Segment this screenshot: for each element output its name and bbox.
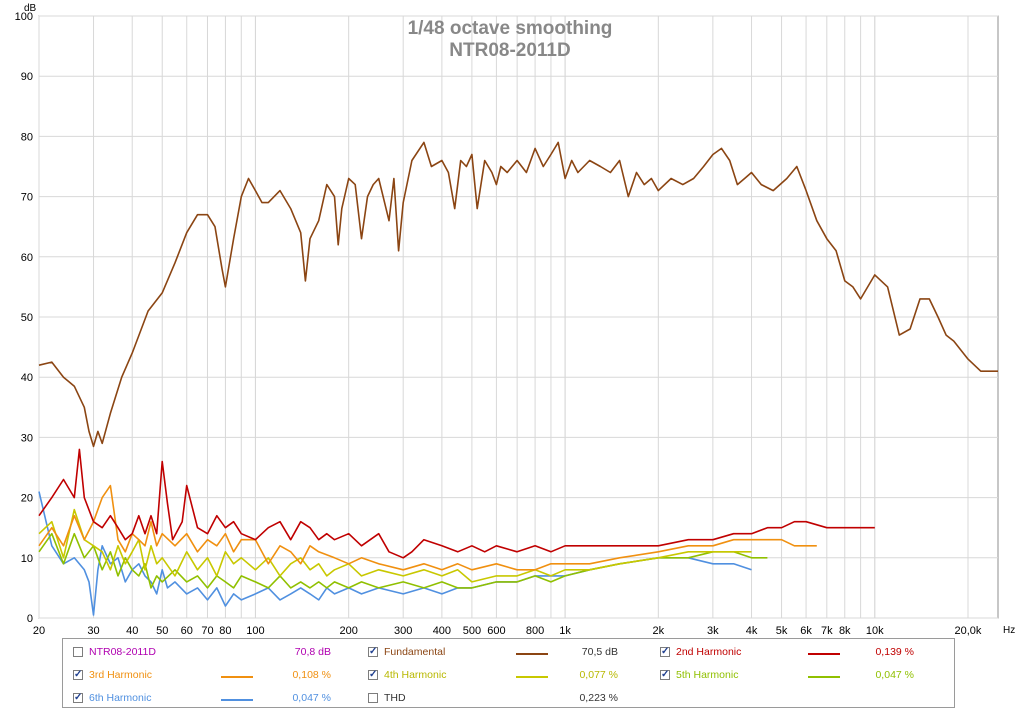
legend-label: 6th Harmonic: [89, 692, 152, 704]
legend-value: 70,8 dB: [294, 646, 331, 658]
legend-checkbox-6th-harmonic[interactable]: ✓: [73, 692, 83, 703]
y-tick-label: 50: [21, 312, 33, 324]
legend-checkbox-2nd-harmonic[interactable]: ✓: [660, 646, 670, 657]
legend-checkbox-ntr08-2011d[interactable]: [73, 647, 83, 657]
legend-label: THD: [384, 692, 406, 704]
legend-item-6th-harmonic: ✓ 6th Harmonic 0,047 %: [73, 688, 331, 708]
x-tick-label: 100: [246, 625, 264, 636]
legend-value: 0,047 %: [292, 692, 331, 704]
legend-item-5th-harmonic: ✓ 5th Harmonic 0,047 %: [660, 665, 914, 685]
x-axis-ticks: 20 30 40 50 60 70 80 100 200 300 400 500 600 800 1k 2k 3…: [33, 625, 982, 636]
x-tick-label: 300: [394, 625, 412, 636]
x-tick-label: 500: [463, 625, 481, 636]
frequency-response-chart: 0 10 20 30 40 50 60 70 80 90 100 20 30 40 50 60 70 80 100…: [15, 3, 1016, 636]
legend-item-ntr08-2011d: NTR08-2011D 70,8 dB: [73, 642, 331, 662]
x-tick-label: 20: [33, 625, 45, 636]
legend-checkbox-4th-harmonic[interactable]: ✓: [368, 669, 378, 680]
x-tick-label: 2k: [653, 625, 665, 636]
legend-panel: NTR08-2011D 70,8 dB ✓ Fundamental 70,5 dB ✓ 2n…: [62, 638, 955, 708]
x-tick-label: 20,0k: [955, 625, 982, 636]
y-tick-label: 20: [21, 493, 33, 505]
x-tick-label: 8k: [839, 625, 851, 636]
x-tick-label: 70: [201, 625, 213, 636]
legend-swatch: [221, 699, 253, 701]
series-line-3rd-harmonic: [38, 484, 817, 571]
series-group: [38, 141, 998, 616]
legend-swatch: [221, 676, 253, 678]
x-tick-label: 5k: [776, 625, 788, 636]
chart-title: 1/48 octave smoothing: [408, 18, 613, 39]
legend-checkbox-thd[interactable]: [368, 693, 378, 703]
x-axis-unit: Hz: [1003, 625, 1015, 636]
x-tick-label: 30: [87, 625, 99, 636]
legend-value: 0,047 %: [875, 669, 914, 681]
y-tick-label: 40: [21, 372, 33, 384]
legend-label: 4th Harmonic: [384, 669, 447, 681]
series-line-4th-harmonic: [38, 508, 752, 583]
x-tick-label: 400: [433, 625, 451, 636]
x-tick-label: 6k: [800, 625, 812, 636]
chart-subtitle: NTR08-2011D: [449, 40, 570, 61]
legend-label: 3rd Harmonic: [89, 669, 153, 681]
legend-checkbox-5th-harmonic[interactable]: ✓: [660, 669, 670, 680]
legend-swatch: [808, 676, 840, 678]
x-tick-label: 10k: [866, 625, 884, 636]
legend-item-fundamental: ✓ Fundamental 70,5 dB: [368, 642, 618, 662]
y-tick-label: 80: [21, 131, 33, 143]
y-tick-label: 0: [27, 613, 33, 625]
legend-item-3rd-harmonic: ✓ 3rd Harmonic 0,108 %: [73, 665, 331, 685]
legend-value: 0,077 %: [579, 669, 618, 681]
y-axis-ticks: 0 10 20 30 40 50 60 70 80 90 100: [15, 11, 33, 625]
x-tick-label: 50: [156, 625, 168, 636]
y-tick-label: 70: [21, 192, 33, 204]
y-tick-label: 60: [21, 252, 33, 264]
legend-label: 5th Harmonic: [676, 669, 739, 681]
grid: [38, 15, 998, 619]
y-axis-label: dB: [24, 3, 37, 14]
x-tick-label: 600: [487, 625, 505, 636]
y-tick-label: 10: [21, 553, 33, 565]
y-tick-label: 100: [15, 11, 33, 23]
y-tick-label: 30: [21, 432, 33, 444]
legend-label: Fundamental: [384, 646, 446, 658]
x-tick-label: 60: [181, 625, 193, 636]
x-tick-label: 800: [526, 625, 544, 636]
x-tick-label: 80: [219, 625, 231, 636]
x-tick-label: 1k: [559, 625, 571, 636]
x-tick-label: 3k: [707, 625, 719, 636]
legend-checkbox-fundamental[interactable]: ✓: [368, 646, 378, 657]
legend-value: 0,108 %: [292, 669, 331, 681]
x-tick-label: 4k: [746, 625, 758, 636]
legend-swatch: [516, 676, 548, 678]
series-line-2nd-harmonic: [38, 448, 875, 559]
x-tick-label: 7k: [821, 625, 833, 636]
legend-checkbox-3rd-harmonic[interactable]: ✓: [73, 669, 83, 680]
legend-value: 70,5 dB: [581, 646, 618, 658]
legend-label: 2nd Harmonic: [676, 646, 742, 658]
legend-swatch: [808, 653, 840, 655]
x-tick-label: 40: [126, 625, 138, 636]
legend-value: 0,139 %: [875, 646, 914, 658]
legend-item-thd: THD 0,223 %: [368, 688, 618, 708]
legend-label: NTR08-2011D: [89, 646, 156, 658]
y-tick-label: 90: [21, 71, 33, 83]
series-line-fundamental: [38, 141, 998, 448]
legend-item-4th-harmonic: ✓ 4th Harmonic 0,077 %: [368, 665, 618, 685]
legend-swatch: [516, 653, 548, 655]
legend-value: 0,223 %: [579, 692, 618, 704]
legend-item-2nd-harmonic: ✓ 2nd Harmonic 0,139 %: [660, 642, 914, 662]
x-tick-label: 200: [339, 625, 357, 636]
